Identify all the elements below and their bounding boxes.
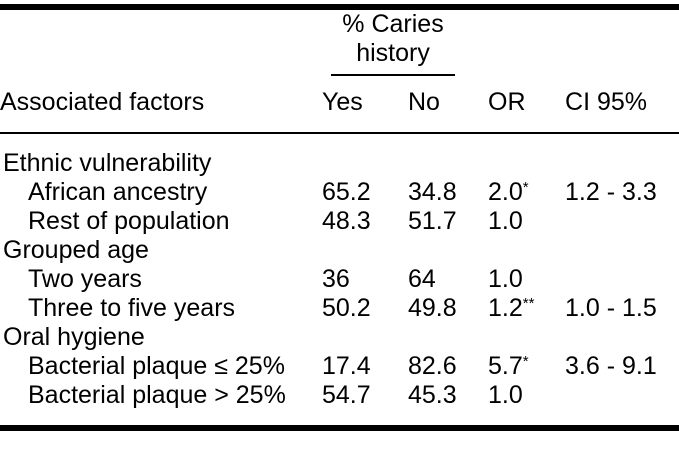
- or-cell: 5.7*: [488, 352, 565, 381]
- table-row-category: Oral hygiene: [0, 323, 679, 352]
- yes-cell: 54.7: [322, 381, 371, 409]
- factor-cell: Bacterial plaque > 25%: [28, 381, 286, 409]
- caries-history-label: % Caries history: [331, 10, 455, 76]
- ci-cell: 1.0 - 1.5: [565, 294, 657, 322]
- ci-cell: [565, 323, 679, 352]
- table-header: % Caries history Associated factors Yes …: [0, 7, 679, 134]
- or-value: 1.0: [488, 207, 523, 235]
- or-cell: 1.0: [488, 265, 565, 294]
- no-cell: 82.6: [408, 352, 457, 380]
- ci-cell: 1.2 - 3.3: [565, 178, 657, 206]
- table-row: Two years 36 64 1.0: [0, 265, 679, 294]
- column-header-factor: Associated factors: [0, 76, 322, 134]
- column-header-or: OR: [488, 76, 566, 134]
- caries-history-spanner: % Caries history: [322, 7, 488, 76]
- or-value: 1.2: [488, 294, 523, 322]
- spanner-spacer: [565, 7, 679, 76]
- or-cell: 1.0: [488, 381, 565, 428]
- or-cell: 2.0*: [488, 178, 565, 207]
- ci-cell: [565, 265, 679, 294]
- spanner-spacer: [488, 7, 565, 76]
- ci-cell: [565, 236, 679, 265]
- ci-cell: [565, 207, 679, 236]
- yes-cell: 50.2: [322, 294, 371, 322]
- table-row: Bacterial plaque ≤ 25% 17.4 82.6 5.7* 3.…: [0, 352, 679, 381]
- no-cell: 64: [408, 265, 436, 293]
- or-cell: [488, 236, 565, 265]
- or-cell: [488, 323, 565, 352]
- yes-cell: 17.4: [322, 352, 371, 380]
- or-significance-marker: *: [522, 353, 529, 370]
- or-value: 1.0: [488, 265, 523, 293]
- column-header-yes: Yes: [322, 76, 408, 134]
- caries-history-line1: % Caries: [342, 10, 444, 38]
- no-cell: 45.3: [408, 381, 457, 409]
- factor-cell: Bacterial plaque ≤ 25%: [28, 352, 285, 380]
- no-cell: [408, 133, 488, 178]
- table-row: Three to five years 50.2 49.8 1.2** 1.0 …: [0, 294, 679, 323]
- table-row: African ancestry 65.2 34.8 2.0* 1.2 - 3.…: [0, 178, 679, 207]
- or-value: 2.0: [488, 178, 523, 206]
- factor-cell: Grouped age: [3, 236, 149, 264]
- yes-cell: [322, 236, 408, 265]
- ci-cell: [565, 133, 679, 178]
- factor-cell: Rest of population: [28, 207, 230, 235]
- table-row: Bacterial plaque > 25% 54.7 45.3 1.0: [0, 381, 679, 428]
- column-header-row: Associated factors Yes No OR CI 95%: [0, 76, 679, 134]
- or-value: 1.0: [488, 381, 523, 409]
- caries-history-line2: history: [356, 39, 430, 67]
- yes-cell: [322, 323, 408, 352]
- caries-factors-table: % Caries history Associated factors Yes …: [0, 4, 679, 431]
- no-cell: [408, 323, 488, 352]
- no-cell: 34.8: [408, 178, 457, 206]
- table-row-category: Ethnic vulnerability: [0, 133, 679, 178]
- or-significance-marker: **: [522, 295, 535, 312]
- no-cell: [408, 236, 488, 265]
- no-cell: 49.8: [408, 294, 457, 322]
- ci-cell: [565, 381, 679, 428]
- factor-cell: Oral hygiene: [3, 323, 145, 351]
- table-row-category: Grouped age: [0, 236, 679, 265]
- factor-cell: African ancestry: [28, 178, 208, 206]
- or-cell: 1.2**: [488, 294, 565, 323]
- table-row: Rest of population 48.3 51.7 1.0: [0, 207, 679, 236]
- table-body: Ethnic vulnerability African ancestry 65…: [0, 133, 679, 428]
- yes-cell: 36: [322, 265, 350, 293]
- ci-cell: 3.6 - 9.1: [565, 352, 657, 380]
- column-header-no: No: [408, 76, 489, 134]
- yes-cell: 65.2: [322, 178, 371, 206]
- or-cell: [488, 133, 565, 178]
- factor-cell: Ethnic vulnerability: [3, 149, 212, 177]
- yes-cell: [322, 133, 408, 178]
- or-value: 5.7: [488, 352, 523, 380]
- factor-cell: Two years: [28, 265, 142, 293]
- or-cell: 1.0: [488, 207, 565, 236]
- or-significance-marker: *: [522, 179, 529, 196]
- factor-cell: Three to five years: [28, 294, 236, 322]
- spanner-row: % Caries history: [0, 7, 679, 76]
- no-cell: 51.7: [408, 207, 457, 235]
- yes-cell: 48.3: [322, 207, 371, 235]
- column-header-ci: CI 95%: [565, 76, 679, 134]
- spanner-spacer: [0, 7, 322, 76]
